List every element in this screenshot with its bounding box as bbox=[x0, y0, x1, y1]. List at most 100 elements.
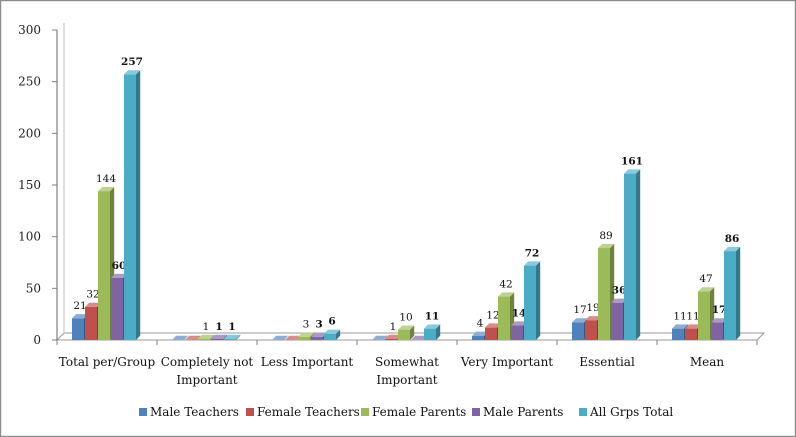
data-label: 4 bbox=[477, 318, 484, 330]
y-tick-label: 300 bbox=[18, 23, 41, 37]
bar-top bbox=[185, 335, 202, 340]
bar-top bbox=[524, 261, 541, 266]
bar-side bbox=[536, 261, 541, 340]
bar-side bbox=[136, 70, 141, 340]
x-tick-label: Total per/Group bbox=[59, 355, 156, 369]
data-label: 17 bbox=[573, 304, 586, 316]
bar bbox=[611, 302, 623, 340]
bar-top bbox=[711, 318, 728, 323]
bar-top bbox=[72, 314, 89, 319]
data-label: 42 bbox=[499, 278, 512, 290]
legend-label: Male Teachers bbox=[150, 405, 239, 419]
legend-swatch bbox=[246, 408, 254, 416]
bar-top bbox=[585, 316, 602, 321]
bar bbox=[672, 328, 684, 340]
bar-top bbox=[472, 331, 489, 336]
bar bbox=[598, 248, 610, 340]
bar bbox=[572, 322, 584, 340]
bar-top bbox=[685, 324, 702, 329]
x-tick-label: Important bbox=[176, 373, 237, 387]
bar bbox=[698, 291, 710, 340]
bar-top bbox=[572, 318, 589, 323]
bar bbox=[111, 278, 123, 340]
bar bbox=[624, 173, 636, 340]
bar-top bbox=[372, 335, 389, 340]
bar-top bbox=[111, 273, 128, 278]
bar bbox=[211, 338, 223, 340]
bar-top bbox=[172, 335, 189, 340]
bar bbox=[424, 328, 436, 340]
bar bbox=[298, 336, 310, 340]
x-tick-label: Very Important bbox=[460, 355, 553, 369]
bar-top bbox=[124, 70, 141, 75]
legend-label: Female Parents bbox=[372, 405, 466, 419]
bar-side bbox=[436, 324, 441, 340]
data-label: 19 bbox=[586, 302, 599, 314]
legend-swatch bbox=[139, 408, 147, 416]
bar-top bbox=[98, 187, 115, 192]
bar-top bbox=[611, 298, 628, 303]
bar-top bbox=[211, 334, 228, 339]
data-label: 11 bbox=[686, 310, 699, 322]
bar-top bbox=[298, 332, 315, 337]
legend-swatch bbox=[579, 408, 587, 416]
bar bbox=[724, 251, 736, 340]
bar bbox=[98, 191, 110, 340]
bar bbox=[385, 338, 397, 340]
x-tick-label: Somewhat bbox=[375, 355, 439, 369]
bar-top bbox=[198, 334, 215, 339]
bar bbox=[124, 74, 136, 340]
legend-swatch bbox=[361, 408, 369, 416]
data-label: 89 bbox=[599, 230, 612, 242]
y-tick-label: 250 bbox=[18, 75, 41, 89]
bar-top bbox=[624, 169, 641, 174]
bar bbox=[198, 338, 210, 340]
bar-side bbox=[223, 334, 228, 340]
data-label: 144 bbox=[96, 173, 116, 185]
data-label: 72 bbox=[525, 247, 540, 259]
data-label: 14 bbox=[512, 307, 527, 319]
y-tick-label: 100 bbox=[18, 230, 41, 244]
x-tick-label: Important bbox=[376, 373, 437, 387]
bar-top bbox=[411, 335, 428, 340]
data-label: 1 bbox=[203, 321, 210, 333]
legend-label: All Grps Total bbox=[589, 405, 673, 419]
legend-label: Male Parents bbox=[483, 405, 563, 419]
data-label: 1 bbox=[390, 321, 397, 333]
bar bbox=[685, 328, 697, 340]
y-tick-label: 50 bbox=[26, 281, 41, 295]
y-tick-label: 150 bbox=[18, 178, 41, 192]
bar bbox=[498, 296, 510, 340]
bar-top bbox=[385, 334, 402, 339]
data-label: 257 bbox=[121, 56, 143, 68]
bar-top bbox=[224, 334, 241, 339]
bar bbox=[472, 335, 484, 340]
bar bbox=[72, 318, 84, 340]
bar-top bbox=[272, 335, 289, 340]
data-label: 1 bbox=[215, 321, 222, 333]
data-label: 6 bbox=[328, 316, 335, 328]
bar-top bbox=[311, 332, 328, 337]
bar-top bbox=[498, 292, 515, 297]
y-tick-label: 0 bbox=[33, 333, 41, 347]
bar bbox=[311, 336, 323, 340]
legend-label: Female Teachers bbox=[257, 405, 360, 419]
bar bbox=[398, 329, 410, 340]
bar-top bbox=[698, 287, 715, 292]
bar-side bbox=[410, 325, 415, 340]
data-label: 1 bbox=[228, 321, 235, 333]
x-tick-label: Mean bbox=[690, 355, 725, 369]
bar bbox=[524, 265, 536, 340]
bar-side bbox=[210, 334, 215, 340]
bar-side bbox=[636, 169, 641, 340]
bar-top bbox=[485, 323, 502, 328]
data-label: 17 bbox=[712, 304, 727, 316]
bar-top bbox=[398, 325, 415, 330]
bar-top bbox=[511, 321, 528, 326]
bar bbox=[85, 306, 97, 340]
data-label: 161 bbox=[621, 155, 643, 167]
bar bbox=[485, 327, 497, 340]
bar bbox=[224, 338, 236, 340]
